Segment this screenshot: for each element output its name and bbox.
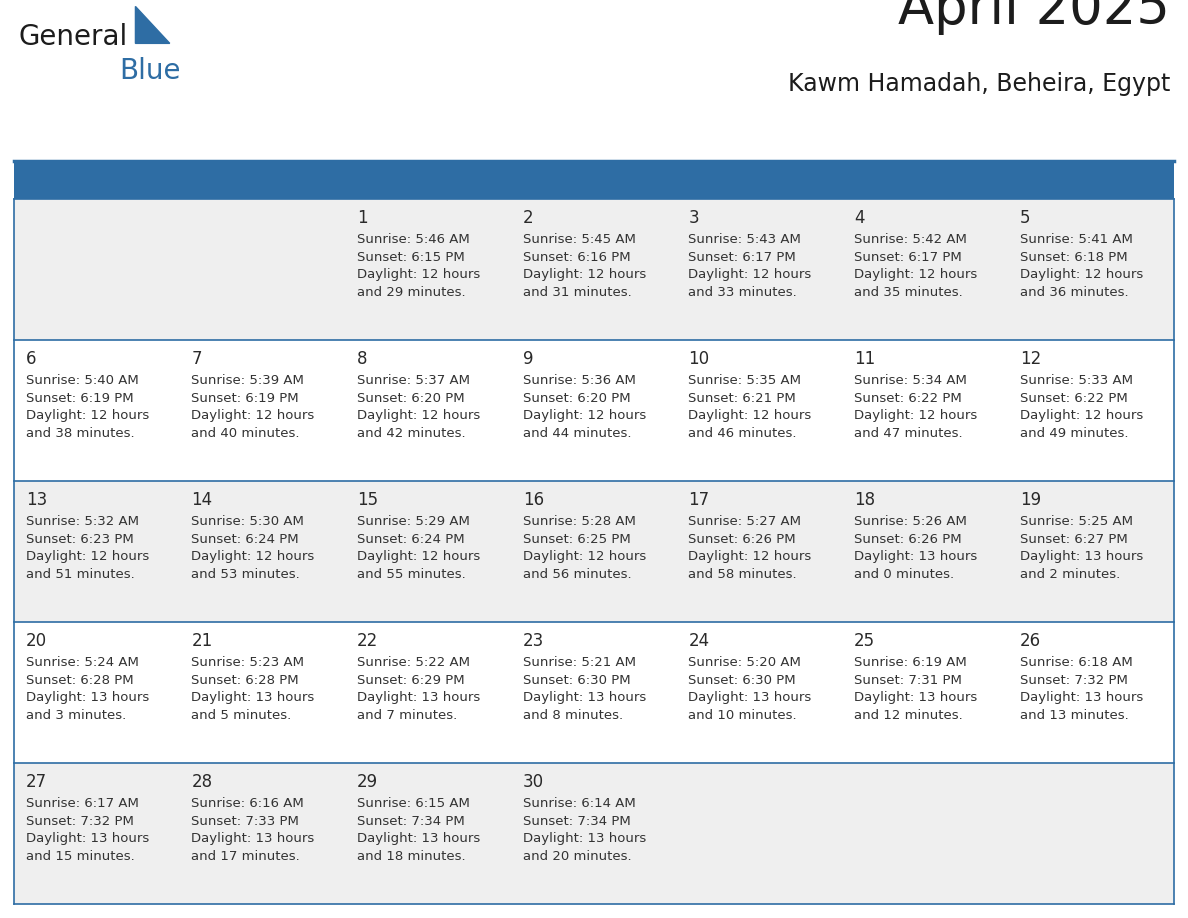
Text: 10: 10: [688, 350, 709, 368]
Text: Sunrise: 6:14 AM
Sunset: 7:34 PM
Daylight: 13 hours
and 20 minutes.: Sunrise: 6:14 AM Sunset: 7:34 PM Dayligh…: [523, 797, 646, 863]
Text: 6: 6: [26, 350, 37, 368]
Text: Sunrise: 5:32 AM
Sunset: 6:23 PM
Daylight: 12 hours
and 51 minutes.: Sunrise: 5:32 AM Sunset: 6:23 PM Dayligh…: [26, 515, 150, 580]
Text: Sunrise: 5:33 AM
Sunset: 6:22 PM
Daylight: 12 hours
and 49 minutes.: Sunrise: 5:33 AM Sunset: 6:22 PM Dayligh…: [1019, 374, 1143, 440]
Text: 15: 15: [358, 491, 378, 509]
Text: Sunrise: 5:42 AM
Sunset: 6:17 PM
Daylight: 12 hours
and 35 minutes.: Sunrise: 5:42 AM Sunset: 6:17 PM Dayligh…: [854, 233, 978, 298]
Text: 24: 24: [688, 633, 709, 650]
Text: Sunrise: 5:21 AM
Sunset: 6:30 PM
Daylight: 13 hours
and 8 minutes.: Sunrise: 5:21 AM Sunset: 6:30 PM Dayligh…: [523, 656, 646, 722]
Text: Kawm Hamadah, Beheira, Egypt: Kawm Hamadah, Beheira, Egypt: [788, 73, 1170, 96]
Text: Sunday: Sunday: [27, 171, 96, 189]
Text: 30: 30: [523, 773, 544, 791]
Text: 20: 20: [26, 633, 48, 650]
Text: 7: 7: [191, 350, 202, 368]
Text: 22: 22: [358, 633, 379, 650]
Text: Sunrise: 5:22 AM
Sunset: 6:29 PM
Daylight: 13 hours
and 7 minutes.: Sunrise: 5:22 AM Sunset: 6:29 PM Dayligh…: [358, 656, 480, 722]
Text: Sunrise: 6:17 AM
Sunset: 7:32 PM
Daylight: 13 hours
and 15 minutes.: Sunrise: 6:17 AM Sunset: 7:32 PM Dayligh…: [26, 797, 150, 863]
Text: Sunrise: 5:25 AM
Sunset: 6:27 PM
Daylight: 13 hours
and 2 minutes.: Sunrise: 5:25 AM Sunset: 6:27 PM Dayligh…: [1019, 515, 1143, 580]
Text: Sunrise: 5:30 AM
Sunset: 6:24 PM
Daylight: 12 hours
and 53 minutes.: Sunrise: 5:30 AM Sunset: 6:24 PM Dayligh…: [191, 515, 315, 580]
Text: 19: 19: [1019, 491, 1041, 509]
Text: Sunrise: 5:24 AM
Sunset: 6:28 PM
Daylight: 13 hours
and 3 minutes.: Sunrise: 5:24 AM Sunset: 6:28 PM Dayligh…: [26, 656, 150, 722]
Text: Sunrise: 5:46 AM
Sunset: 6:15 PM
Daylight: 12 hours
and 29 minutes.: Sunrise: 5:46 AM Sunset: 6:15 PM Dayligh…: [358, 233, 480, 298]
Text: Sunrise: 5:39 AM
Sunset: 6:19 PM
Daylight: 12 hours
and 40 minutes.: Sunrise: 5:39 AM Sunset: 6:19 PM Dayligh…: [191, 374, 315, 440]
Text: April 2025: April 2025: [898, 0, 1170, 35]
Text: 12: 12: [1019, 350, 1041, 368]
Text: 27: 27: [26, 773, 48, 791]
Text: Sunrise: 5:26 AM
Sunset: 6:26 PM
Daylight: 13 hours
and 0 minutes.: Sunrise: 5:26 AM Sunset: 6:26 PM Dayligh…: [854, 515, 978, 580]
Text: Sunrise: 5:35 AM
Sunset: 6:21 PM
Daylight: 12 hours
and 46 minutes.: Sunrise: 5:35 AM Sunset: 6:21 PM Dayligh…: [688, 374, 811, 440]
Text: 8: 8: [358, 350, 367, 368]
Text: Sunrise: 5:28 AM
Sunset: 6:25 PM
Daylight: 12 hours
and 56 minutes.: Sunrise: 5:28 AM Sunset: 6:25 PM Dayligh…: [523, 515, 646, 580]
Text: Sunrise: 5:34 AM
Sunset: 6:22 PM
Daylight: 12 hours
and 47 minutes.: Sunrise: 5:34 AM Sunset: 6:22 PM Dayligh…: [854, 374, 978, 440]
Text: 13: 13: [26, 491, 48, 509]
Text: Sunrise: 6:16 AM
Sunset: 7:33 PM
Daylight: 13 hours
and 17 minutes.: Sunrise: 6:16 AM Sunset: 7:33 PM Dayligh…: [191, 797, 315, 863]
Text: Sunrise: 5:36 AM
Sunset: 6:20 PM
Daylight: 12 hours
and 44 minutes.: Sunrise: 5:36 AM Sunset: 6:20 PM Dayligh…: [523, 374, 646, 440]
Text: Sunrise: 6:18 AM
Sunset: 7:32 PM
Daylight: 13 hours
and 13 minutes.: Sunrise: 6:18 AM Sunset: 7:32 PM Dayligh…: [1019, 656, 1143, 722]
Text: Saturday: Saturday: [1022, 171, 1106, 189]
Text: 2: 2: [523, 209, 533, 227]
Text: Blue: Blue: [119, 57, 181, 85]
Text: Sunrise: 5:29 AM
Sunset: 6:24 PM
Daylight: 12 hours
and 55 minutes.: Sunrise: 5:29 AM Sunset: 6:24 PM Dayligh…: [358, 515, 480, 580]
Text: Sunrise: 5:41 AM
Sunset: 6:18 PM
Daylight: 12 hours
and 36 minutes.: Sunrise: 5:41 AM Sunset: 6:18 PM Dayligh…: [1019, 233, 1143, 298]
Text: Sunrise: 5:20 AM
Sunset: 6:30 PM
Daylight: 13 hours
and 10 minutes.: Sunrise: 5:20 AM Sunset: 6:30 PM Dayligh…: [688, 656, 811, 722]
Text: 1: 1: [358, 209, 368, 227]
Text: Sunrise: 5:45 AM
Sunset: 6:16 PM
Daylight: 12 hours
and 31 minutes.: Sunrise: 5:45 AM Sunset: 6:16 PM Dayligh…: [523, 233, 646, 298]
Text: 28: 28: [191, 773, 213, 791]
Text: 17: 17: [688, 491, 709, 509]
Text: 4: 4: [854, 209, 865, 227]
Text: 18: 18: [854, 491, 876, 509]
Text: Friday: Friday: [855, 171, 912, 189]
Text: General: General: [18, 23, 127, 51]
Text: Thursday: Thursday: [690, 171, 777, 189]
Text: Sunrise: 6:19 AM
Sunset: 7:31 PM
Daylight: 13 hours
and 12 minutes.: Sunrise: 6:19 AM Sunset: 7:31 PM Dayligh…: [854, 656, 978, 722]
Text: Wednesday: Wednesday: [524, 171, 632, 189]
Text: Tuesday: Tuesday: [359, 171, 435, 189]
Text: 16: 16: [523, 491, 544, 509]
Polygon shape: [135, 6, 170, 43]
Text: Monday: Monday: [194, 171, 266, 189]
Text: 23: 23: [523, 633, 544, 650]
Text: 3: 3: [688, 209, 699, 227]
Text: Sunrise: 6:15 AM
Sunset: 7:34 PM
Daylight: 13 hours
and 18 minutes.: Sunrise: 6:15 AM Sunset: 7:34 PM Dayligh…: [358, 797, 480, 863]
Text: Sunrise: 5:40 AM
Sunset: 6:19 PM
Daylight: 12 hours
and 38 minutes.: Sunrise: 5:40 AM Sunset: 6:19 PM Dayligh…: [26, 374, 150, 440]
Text: 29: 29: [358, 773, 378, 791]
Text: Sunrise: 5:27 AM
Sunset: 6:26 PM
Daylight: 12 hours
and 58 minutes.: Sunrise: 5:27 AM Sunset: 6:26 PM Dayligh…: [688, 515, 811, 580]
Text: 14: 14: [191, 491, 213, 509]
Text: Sunrise: 5:37 AM
Sunset: 6:20 PM
Daylight: 12 hours
and 42 minutes.: Sunrise: 5:37 AM Sunset: 6:20 PM Dayligh…: [358, 374, 480, 440]
Text: Sunrise: 5:43 AM
Sunset: 6:17 PM
Daylight: 12 hours
and 33 minutes.: Sunrise: 5:43 AM Sunset: 6:17 PM Dayligh…: [688, 233, 811, 298]
Text: 25: 25: [854, 633, 876, 650]
Text: 21: 21: [191, 633, 213, 650]
Text: Sunrise: 5:23 AM
Sunset: 6:28 PM
Daylight: 13 hours
and 5 minutes.: Sunrise: 5:23 AM Sunset: 6:28 PM Dayligh…: [191, 656, 315, 722]
Text: 5: 5: [1019, 209, 1030, 227]
Text: 9: 9: [523, 350, 533, 368]
Text: 26: 26: [1019, 633, 1041, 650]
Text: 11: 11: [854, 350, 876, 368]
